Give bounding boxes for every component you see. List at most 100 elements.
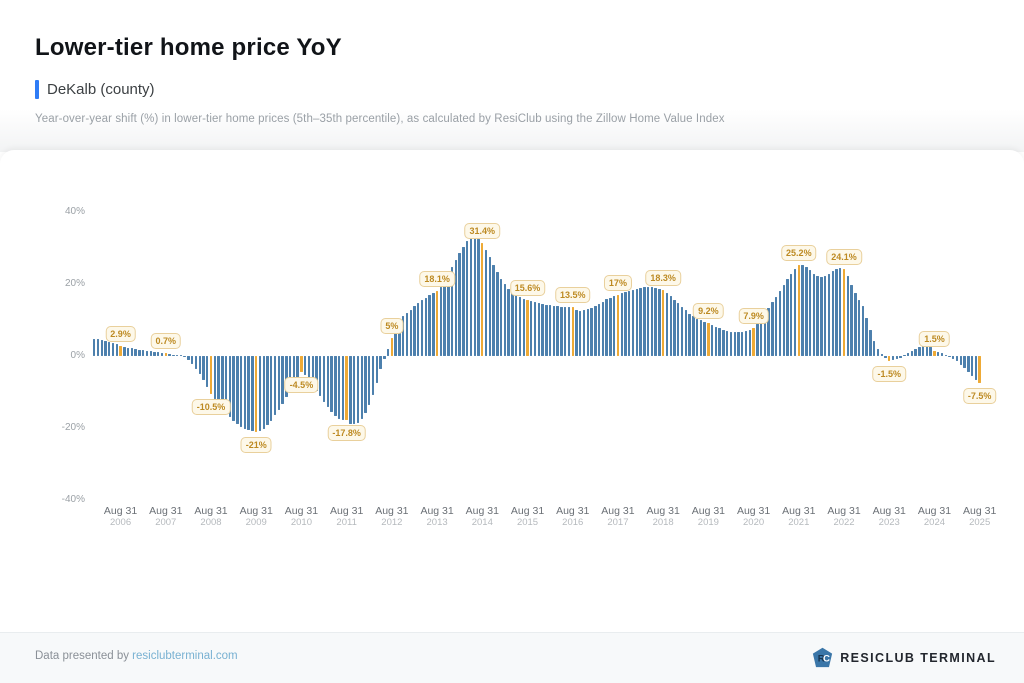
resiclubterminal-link[interactable]: resiclubterminal.com (132, 650, 238, 662)
bar (684, 310, 687, 356)
bar (126, 347, 130, 356)
value-label: 18.3% (645, 270, 681, 287)
bar (778, 290, 782, 356)
bar (884, 356, 887, 359)
presented-by-text: Data presented by (35, 650, 133, 662)
august-bar (842, 269, 846, 356)
value-label: 7.9% (738, 307, 769, 324)
bar (895, 356, 898, 360)
value-label: 0.7% (150, 333, 182, 350)
bar (228, 356, 232, 418)
bar (944, 354, 947, 356)
bar (322, 356, 326, 403)
subtitle-accent-bar (35, 79, 39, 99)
bar (854, 293, 857, 356)
bar (522, 298, 525, 356)
bar (612, 296, 616, 356)
bar (654, 287, 657, 356)
bar (925, 344, 929, 356)
bar (93, 339, 96, 356)
august-bar (661, 290, 665, 356)
value-label: -17.8% (327, 425, 366, 442)
bar (409, 309, 412, 356)
bar (488, 257, 492, 356)
bar (262, 356, 265, 429)
bar (285, 356, 288, 398)
bar (450, 267, 454, 356)
bar (582, 310, 586, 356)
bar (462, 246, 465, 356)
chart-description: Year-over-year shift (%) in lower-tier h… (35, 113, 725, 125)
bar (869, 330, 872, 356)
august-bar (119, 345, 122, 356)
bar (775, 296, 778, 356)
value-label: -10.5% (191, 398, 231, 415)
bar (368, 356, 371, 405)
bar (790, 273, 793, 356)
bar (669, 296, 672, 356)
bar (123, 346, 126, 356)
bar (239, 356, 243, 427)
bar (801, 264, 804, 356)
bar (650, 287, 654, 356)
resiclub-logo-icon: R C (813, 647, 833, 668)
bar (130, 348, 134, 356)
x-axis-tick: Aug 31 2022 (827, 505, 861, 528)
august-bar (255, 356, 258, 432)
bar (198, 356, 201, 374)
bar (258, 356, 262, 431)
x-axis-tick: Aug 31 2016 (556, 505, 590, 528)
bar (141, 350, 145, 356)
value-label: 9.2% (693, 302, 724, 319)
bar (763, 313, 767, 356)
x-axis-tick: Aug 31 2019 (691, 505, 726, 528)
x-axis-tick: Aug 31 2009 (239, 505, 273, 528)
bar (835, 269, 838, 356)
bar (914, 349, 917, 356)
bar (703, 321, 706, 356)
bar (564, 307, 567, 356)
bar (831, 271, 834, 356)
august-bar (933, 350, 936, 356)
bar (236, 356, 239, 425)
bar (160, 352, 164, 356)
bar (808, 270, 812, 356)
x-axis-tick: Aug 31 2013 (420, 505, 454, 528)
bar (401, 316, 405, 356)
svg-text:C: C (823, 653, 830, 664)
bar (737, 332, 740, 356)
bar (428, 295, 431, 356)
x-axis-tick: Aug 31 2021 (782, 505, 816, 528)
bar (277, 356, 281, 410)
value-label: 17% (603, 274, 632, 291)
bar (816, 276, 819, 356)
bar (530, 300, 533, 356)
value-label: 25.2% (781, 245, 817, 262)
bar (673, 299, 676, 356)
y-axis-tick: 40% (64, 206, 85, 217)
bar (741, 331, 744, 356)
bar (827, 273, 831, 356)
bar (771, 302, 774, 356)
bar (556, 306, 559, 356)
bar (567, 307, 571, 356)
value-label: 2.9% (105, 325, 136, 342)
bar (469, 237, 473, 356)
bar (281, 356, 284, 404)
bar (918, 347, 921, 356)
august-bar (752, 327, 755, 356)
bar (850, 284, 853, 356)
bar (963, 356, 966, 369)
bar (349, 356, 352, 424)
bar (232, 356, 235, 421)
bar (643, 287, 646, 356)
august-bar (616, 294, 620, 356)
bar (872, 340, 876, 356)
bar (635, 288, 638, 356)
bar (454, 260, 458, 356)
bar (974, 356, 978, 380)
bar (288, 356, 292, 391)
value-label: 18.1% (419, 270, 455, 287)
august-bar (345, 356, 348, 421)
